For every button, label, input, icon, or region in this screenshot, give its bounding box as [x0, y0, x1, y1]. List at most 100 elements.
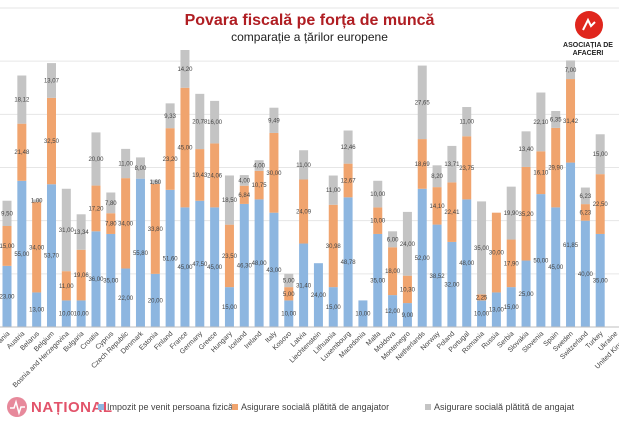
bar-segment [269, 107, 279, 133]
bar-segment [165, 128, 175, 190]
legend-item-employee: Asigurare socială plătită de angajat [425, 402, 574, 412]
data-label: 32,00 [444, 282, 460, 288]
data-label: 6,84 [238, 193, 250, 199]
bar-segment [61, 300, 71, 327]
data-label: 40,00 [578, 272, 594, 278]
legend-label: Asigurare socială plătită de angajator [241, 402, 390, 412]
data-label: 13,07 [44, 78, 60, 84]
bar-segment [150, 183, 160, 274]
bar-segment [17, 123, 27, 181]
data-label: 4,00 [238, 178, 250, 184]
bar-segment [313, 263, 323, 327]
data-label: 23,75 [459, 166, 475, 172]
bar-segment [580, 204, 590, 221]
bar-segment [417, 65, 427, 140]
bar-segment [165, 189, 175, 327]
bar-segment [254, 160, 264, 171]
bar-segment [477, 294, 487, 301]
data-label: 17,90 [504, 261, 520, 267]
bar-segment [210, 143, 220, 208]
bar-segment [551, 127, 561, 208]
data-label: 45,00 [177, 265, 193, 271]
bar-segment [462, 136, 472, 200]
bar-segment [432, 187, 442, 225]
bar-segment [180, 207, 190, 327]
bar-segment [551, 207, 561, 327]
bar-segment [551, 111, 561, 128]
data-label: 55,80 [133, 251, 149, 257]
data-label: 18,50 [222, 198, 238, 204]
bar-segment [417, 139, 427, 189]
bar-segment [432, 165, 442, 188]
bar-segment [239, 203, 249, 327]
data-label: 11,00 [296, 163, 311, 169]
bar-segment [477, 300, 487, 327]
data-label: 33,80 [148, 227, 164, 233]
data-label: 48,00 [459, 261, 475, 267]
data-label: 43,00 [266, 268, 282, 274]
bar-segment [195, 93, 205, 150]
bar-segment [521, 131, 531, 167]
data-label: 45,00 [177, 146, 193, 152]
data-label: 20,78 [192, 119, 208, 125]
bar-segment [299, 243, 309, 327]
data-label: 7,80 [105, 201, 117, 207]
data-label: 47,50 [192, 262, 208, 268]
data-label: 13,00 [29, 308, 45, 314]
bar-segment [402, 275, 412, 304]
data-label: 10,00 [355, 312, 371, 318]
bar-segment [17, 180, 27, 327]
national-logo: NAȚIONAL [6, 396, 113, 418]
bar-segment [121, 148, 131, 179]
data-label: 23,50 [222, 254, 238, 260]
data-label: 15,00 [0, 244, 15, 250]
data-label: 12,46 [341, 145, 357, 151]
data-label: 45,00 [207, 265, 223, 271]
bar-segment [373, 233, 383, 327]
data-label: 12,67 [341, 178, 357, 184]
bar-segment [580, 187, 590, 205]
bar-segment [135, 157, 145, 179]
data-label: 17,20 [88, 206, 104, 212]
data-label: 36,00 [88, 277, 104, 283]
bar-segment [76, 249, 86, 301]
data-label: 11,00 [118, 162, 133, 168]
data-label: 10,00 [370, 192, 386, 198]
bar-segment [536, 194, 546, 327]
bar-segment [536, 151, 546, 195]
data-label: 46,30 [237, 263, 253, 269]
data-label: 13,34 [74, 230, 90, 236]
data-label: 9,50 [1, 211, 13, 217]
bar-segment [224, 287, 234, 327]
bar-segment [343, 197, 353, 327]
data-label: 55,00 [14, 252, 30, 258]
data-label: 31,40 [296, 283, 312, 289]
bar-segment [417, 188, 427, 327]
data-label: 22,10 [533, 120, 549, 126]
data-label: 11,00 [326, 188, 341, 194]
data-label: 15,00 [504, 305, 520, 311]
data-label: 2,25 [476, 295, 488, 301]
bar-segment [91, 185, 101, 232]
bar-segment [135, 178, 145, 327]
bar-segment [46, 63, 56, 98]
data-label: 34,00 [29, 245, 45, 251]
bar-segment [2, 265, 12, 327]
bar-segment [32, 202, 42, 293]
data-label: 35,00 [370, 278, 386, 284]
bar-segment [402, 211, 412, 276]
data-label: 14,10 [430, 204, 446, 210]
data-label: 16,00 [207, 120, 223, 126]
bar-segment [536, 92, 546, 152]
bar-segment [165, 103, 175, 129]
bar-segment [195, 149, 205, 201]
bar-segment [462, 107, 472, 137]
data-label: 38,52 [430, 274, 446, 280]
bar-segment [180, 87, 190, 208]
bar-segment [46, 97, 56, 185]
data-label: 18,69 [415, 162, 431, 168]
bar-segment [506, 287, 516, 327]
association-logo-text: ASOCIAȚIA DE AFACERI [563, 42, 613, 57]
bar-segment [17, 75, 27, 124]
data-label: 15,00 [593, 152, 609, 158]
